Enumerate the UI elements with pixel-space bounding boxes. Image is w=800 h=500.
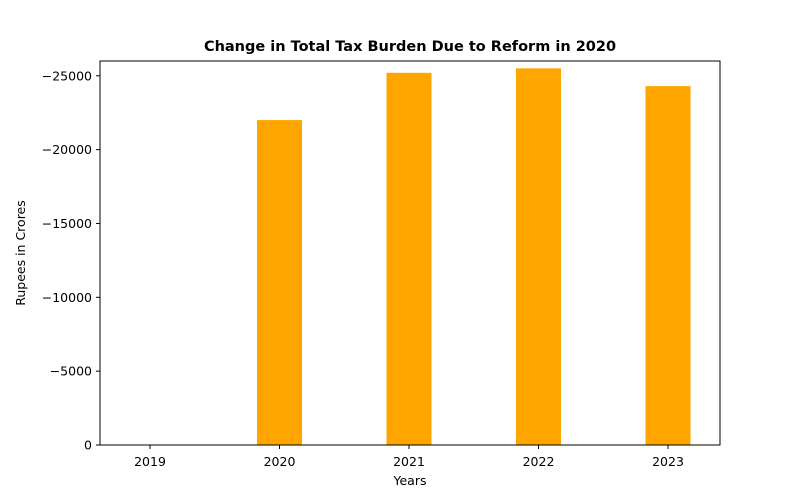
x-axis-label: Years (393, 473, 427, 488)
y-tick-label-3: −15000 (42, 216, 92, 231)
x-tick-label-2019: 2019 (134, 454, 166, 469)
chart-title: Change in Total Tax Burden Due to Reform… (204, 39, 616, 55)
x-tick-label-2023: 2023 (652, 454, 684, 469)
x-tick-label-2020: 2020 (264, 454, 296, 469)
y-tick-label-5: −25000 (42, 68, 92, 83)
y-tick-label-1: −5000 (50, 364, 92, 379)
y-axis-ticks: 0 −5000 −10000 −15000 −20000 −25000 (42, 68, 100, 453)
x-tick-label-2022: 2022 (523, 454, 555, 469)
y-tick-label-4: −20000 (42, 142, 92, 157)
bar-2020 (257, 120, 302, 446)
y-axis-label: Rupees in Crores (13, 200, 28, 306)
y-tick-label-0: 0 (84, 438, 92, 453)
bar-2021 (386, 72, 432, 446)
plot-frame (99, 60, 721, 446)
y-tick-label-2: −10000 (42, 290, 92, 305)
bar-2022 (516, 68, 561, 445)
bars-layer (257, 68, 691, 446)
x-tick-label-2021: 2021 (393, 454, 425, 469)
x-axis-ticks: 2019 2020 2021 2022 2023 (134, 445, 684, 469)
bar-2023 (645, 86, 691, 445)
